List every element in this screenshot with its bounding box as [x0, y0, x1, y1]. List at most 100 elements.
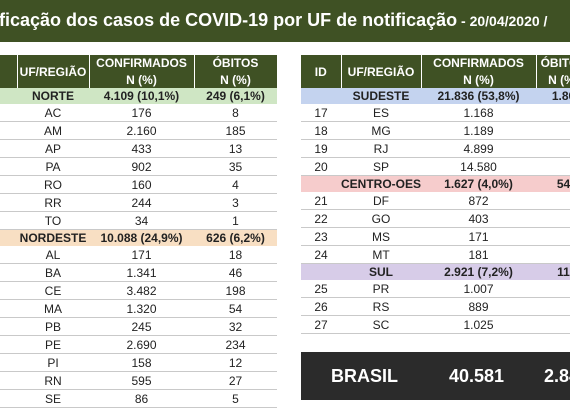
- table-row: 18 MG 1.189: [301, 121, 570, 140]
- table-row: 27 SC 1.025: [301, 315, 570, 334]
- row-id: [301, 88, 341, 104]
- uf-header-right: UF/REGIÃO: [341, 55, 422, 88]
- table-row: RN 595 27: [0, 371, 277, 390]
- uf-name: BA: [17, 263, 89, 282]
- confirmados-unit-right: N (%): [421, 71, 537, 88]
- confirmados-cell: 1.168: [421, 104, 536, 122]
- confirmados-cell: 2.921 (7,2%): [421, 263, 536, 280]
- confirmados-header-left: CONFIRMADOS: [89, 55, 195, 71]
- row-id: 27: [301, 315, 341, 334]
- row-id: [0, 371, 17, 390]
- obitos-cell: [536, 157, 570, 176]
- row-id: [301, 175, 341, 192]
- uf-name: AP: [17, 139, 89, 158]
- row-id: [0, 299, 17, 318]
- left-table: UF/REGIÃO CONFIRMADOS ÓBITOS N (%) N (%)…: [0, 55, 278, 408]
- confirmados-cell: 245: [89, 317, 194, 336]
- obitos-unit-left: N (%): [194, 71, 278, 88]
- row-id: 20: [301, 157, 341, 176]
- table-row: 21 DF 872: [301, 192, 570, 210]
- confirmados-cell: 158: [89, 353, 194, 372]
- obitos-cell: 3: [194, 193, 277, 212]
- confirmados-cell: 1.007: [421, 280, 536, 298]
- table-row: CE 3.482 198: [0, 281, 277, 300]
- row-id: [0, 229, 17, 246]
- obitos-cell: 35: [194, 157, 277, 176]
- region-name: CENTRO-OESTE: [341, 175, 421, 192]
- region-row: SUL 2.921 (7,2%) 11: [301, 263, 570, 280]
- brasil-confirmados: 40.581: [449, 366, 505, 386]
- table-row: 19 RJ 4.899: [301, 139, 570, 158]
- uf-name: AL: [17, 246, 89, 264]
- obitos-cell: 13: [194, 139, 277, 158]
- obitos-cell: [536, 104, 570, 122]
- brasil-label: BRASIL: [331, 366, 398, 386]
- confirmados-cell: 1.025: [421, 315, 536, 334]
- region-row: NORTE 4.109 (10,1%) 249 (6,1%): [0, 88, 277, 104]
- obitos-cell: 1: [194, 211, 277, 230]
- uf-header-left: UF/REGIÃO: [17, 55, 90, 88]
- table-row: MA 1.320 54: [0, 299, 277, 318]
- row-id: 17: [301, 104, 341, 122]
- table-row: PA 902 35: [0, 157, 277, 176]
- row-id: 25: [301, 280, 341, 298]
- confirmados-cell: 4.109 (10,1%): [89, 88, 194, 104]
- obitos-cell: 626 (6,2%): [194, 229, 277, 246]
- uf-name: AC: [17, 104, 89, 122]
- obitos-cell: 54: [536, 175, 570, 192]
- obitos-cell: 54: [194, 299, 277, 318]
- region-row: CENTRO-OESTE1.627 (4,0%)54: [301, 175, 570, 192]
- region-row: NORDESTE 10.088 (24,9%) 626 (6,2%): [0, 229, 277, 246]
- row-id: 26: [301, 297, 341, 316]
- uf-name: MS: [341, 227, 421, 246]
- confirmados-cell: 403: [421, 209, 536, 228]
- obitos-cell: 185: [194, 121, 277, 140]
- uf-name: PR: [341, 280, 421, 298]
- obitos-cell: [536, 209, 570, 228]
- uf-name: MG: [341, 121, 421, 140]
- confirmados-cell: 14.580: [421, 157, 536, 176]
- table-row: 20 SP 14.580: [301, 157, 570, 176]
- table-row: AP 433 13: [0, 139, 277, 158]
- uf-name: RN: [17, 371, 89, 390]
- obitos-cell: [536, 139, 570, 158]
- obitos-cell: [536, 280, 570, 298]
- table-row: 23 MS 171: [301, 227, 570, 246]
- confirmados-cell: 1.627 (4,0%): [421, 175, 536, 192]
- uf-name: PE: [17, 335, 89, 354]
- region-name: NORTE: [17, 88, 89, 104]
- confirmados-cell: 244: [89, 193, 194, 212]
- title-date: - 20/04/2020 /: [457, 13, 548, 29]
- brasil-total-bar: BRASIL 40.581 2.84: [301, 352, 570, 400]
- uf-name: GO: [341, 209, 421, 228]
- obitos-cell: [536, 245, 570, 264]
- confirmados-cell: 433: [89, 139, 194, 158]
- obitos-header-left: ÓBITOS: [194, 55, 278, 71]
- confirmados-cell: 1.341: [89, 263, 194, 282]
- row-id: [0, 88, 17, 104]
- table-row: 24 MT 181: [301, 245, 570, 264]
- table-row: AL 171 18: [0, 246, 277, 264]
- obitos-cell: 12: [194, 353, 277, 372]
- uf-name: SE: [17, 389, 89, 408]
- confirmados-cell: 2.690: [89, 335, 194, 354]
- row-id: 23: [301, 227, 341, 246]
- confirmados-cell: 872: [421, 192, 536, 210]
- confirmados-cell: 3.482: [89, 281, 194, 300]
- obitos-cell: [536, 297, 570, 316]
- table-row: 22 GO 403: [301, 209, 570, 228]
- confirmados-cell: 160: [89, 175, 194, 194]
- table-row: PB 245 32: [0, 317, 277, 336]
- obitos-cell: 5: [194, 389, 277, 408]
- row-id: [0, 193, 17, 212]
- table-row: AC 176 8: [0, 104, 277, 122]
- uf-name: SP: [341, 157, 421, 176]
- obitos-cell: 234: [194, 335, 277, 354]
- table-row: 26 RS 889: [301, 297, 570, 316]
- title-bar: ificação dos casos de COVID-19 por UF de…: [0, 0, 570, 42]
- row-id: [0, 139, 17, 158]
- confirmados-cell: 595: [89, 371, 194, 390]
- obitos-cell: 27: [194, 371, 277, 390]
- row-id: [0, 157, 17, 176]
